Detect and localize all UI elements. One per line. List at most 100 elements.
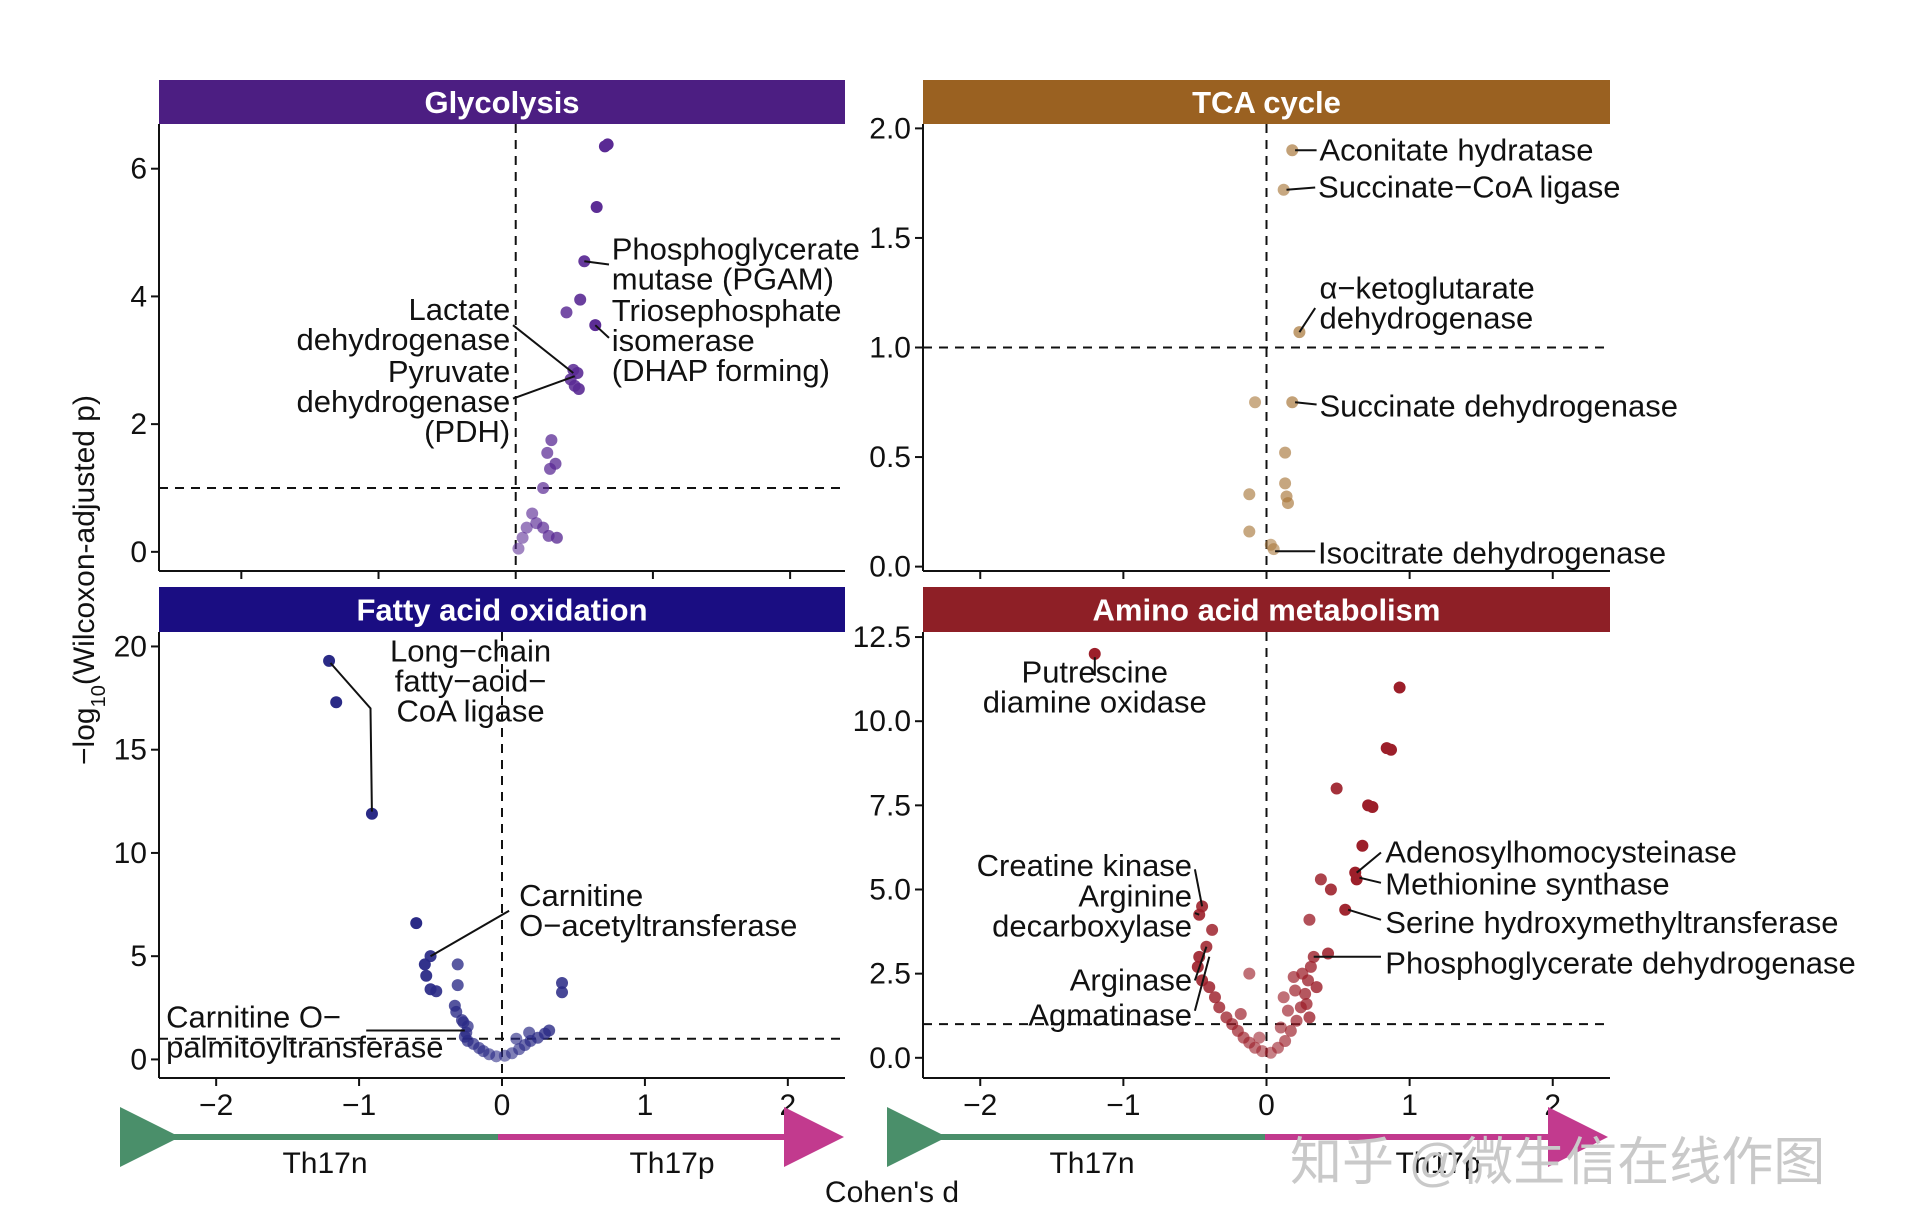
data-point bbox=[512, 542, 525, 555]
data-point bbox=[455, 1014, 468, 1027]
data-point bbox=[1253, 1031, 1266, 1044]
data-point bbox=[1267, 543, 1280, 556]
annotation-label: fatty−acid− bbox=[395, 664, 547, 699]
data-point bbox=[523, 1026, 536, 1039]
annotation-label: (DHAP forming) bbox=[612, 353, 830, 388]
data-point bbox=[510, 1032, 523, 1045]
data-point bbox=[1304, 960, 1317, 973]
dir-label-th17p-right: Th17p bbox=[1395, 1147, 1480, 1180]
x-tick-label: 2 bbox=[779, 1089, 796, 1122]
ylabel-prefix: −log bbox=[68, 707, 101, 765]
annotation-label: O−acetyltransferase bbox=[519, 908, 797, 943]
data-point bbox=[1324, 883, 1337, 896]
panel-3: Amino acid metabolism 0.0 2.5 5.0 7.5 10.0 12.… bbox=[853, 587, 1856, 1122]
y-tick-label: 2 bbox=[130, 408, 147, 441]
annotation-leader bbox=[1298, 307, 1317, 333]
y-tick-label: 1.0 bbox=[869, 332, 911, 365]
x-tick-label: 1 bbox=[1401, 1089, 1418, 1122]
data-point bbox=[1243, 488, 1256, 501]
data-point bbox=[451, 958, 464, 971]
annotation-label: dehydrogenase bbox=[1319, 301, 1533, 336]
annotation-label: Putrescine bbox=[1022, 655, 1168, 690]
x-tick-label: 2 bbox=[1544, 1089, 1561, 1122]
panel-2: Fatty acid oxidation 0 5 10 15 20 −2 −1 0 1 2 Long−… bbox=[114, 587, 845, 1122]
data-point bbox=[1243, 525, 1256, 538]
annotation-label: Lactate bbox=[409, 292, 511, 327]
data-point bbox=[1339, 903, 1352, 916]
y-tick-label: 2.5 bbox=[869, 958, 911, 991]
data-point bbox=[537, 481, 550, 494]
data-point bbox=[556, 986, 569, 999]
data-point bbox=[1277, 991, 1290, 1004]
data-point bbox=[1310, 981, 1323, 994]
annotation-label: Pyruvate bbox=[388, 354, 510, 389]
data-point bbox=[560, 306, 573, 319]
x-axis-title: Cohen's d bbox=[825, 1176, 959, 1209]
annotation-leader bbox=[584, 260, 610, 266]
data-point bbox=[1279, 477, 1292, 490]
data-point bbox=[550, 531, 563, 544]
annotation-label: Arginine bbox=[1078, 878, 1192, 913]
panel-title: TCA cycle bbox=[1192, 85, 1341, 120]
annotation-label: decarboxylase bbox=[992, 908, 1192, 943]
data-point bbox=[1281, 1004, 1294, 1017]
data-point bbox=[1284, 1024, 1297, 1037]
data-point bbox=[1393, 681, 1406, 694]
data-point bbox=[1088, 647, 1101, 660]
data-point bbox=[516, 531, 529, 544]
data-point bbox=[330, 696, 343, 709]
data-point bbox=[590, 201, 603, 214]
annotation-label: Aconitate hydratase bbox=[1319, 132, 1593, 167]
data-point bbox=[1330, 782, 1343, 795]
data-point bbox=[1289, 984, 1302, 997]
y-tick-label: 20 bbox=[114, 630, 147, 663]
data-point bbox=[410, 917, 423, 930]
annotation-label: Isocitrate dehydrogenase bbox=[1318, 535, 1666, 570]
panel-title: Fatty acid oxidation bbox=[356, 593, 647, 628]
data-point bbox=[1303, 1011, 1316, 1024]
annotation-leader bbox=[512, 324, 574, 374]
panel-strip bbox=[923, 80, 1610, 124]
y-axis-title-text: −log10(Wilcoxon-adjusted p) bbox=[68, 395, 110, 765]
annotation-label: Carnitine O− bbox=[166, 1000, 341, 1035]
y-tick-label: 15 bbox=[114, 734, 147, 767]
data-point bbox=[1203, 981, 1216, 994]
y-tick-label: 2.0 bbox=[869, 112, 911, 145]
data-point bbox=[556, 977, 569, 990]
dir-label-th17n-left: Th17n bbox=[282, 1147, 367, 1180]
panel-strip bbox=[159, 80, 845, 124]
data-point bbox=[1385, 743, 1398, 756]
x-tick-label: 0 bbox=[1258, 1089, 1275, 1122]
annotation-label: Creatine kinase bbox=[977, 848, 1192, 883]
x-tick-label: −2 bbox=[963, 1089, 997, 1122]
data-point bbox=[418, 958, 431, 971]
data-point bbox=[1243, 967, 1256, 980]
data-point bbox=[1249, 396, 1262, 409]
data-point bbox=[545, 434, 558, 447]
data-point bbox=[601, 138, 614, 151]
y-tick-label: 7.5 bbox=[869, 789, 911, 822]
annotation-label: Phosphoglycerate dehydrogenase bbox=[1385, 946, 1856, 981]
data-point bbox=[543, 1024, 556, 1037]
y-tick-label: 6 bbox=[130, 153, 147, 186]
data-point bbox=[574, 293, 587, 306]
y-tick-label: 0.0 bbox=[869, 1042, 911, 1075]
panel-1: TCA cycle 0.0 0.5 1.0 1.5 2.0 Aconitate hydrat… bbox=[869, 80, 1678, 584]
data-point bbox=[1300, 997, 1313, 1010]
y-tick-label: 5.0 bbox=[869, 874, 911, 907]
annotation-label: Triosephosphate bbox=[612, 293, 842, 328]
annotation-leader bbox=[1193, 956, 1211, 1011]
data-point bbox=[541, 446, 554, 459]
x-tick-label: −1 bbox=[1106, 1089, 1140, 1122]
data-point bbox=[1286, 144, 1299, 157]
y-tick-label: 0 bbox=[130, 536, 147, 569]
x-tick-label: −2 bbox=[199, 1089, 233, 1122]
x-tick-label: −1 bbox=[342, 1089, 376, 1122]
x-tick-label: 1 bbox=[637, 1089, 654, 1122]
annotation-leader bbox=[429, 909, 510, 958]
annotation-label: Agmatinase bbox=[1028, 998, 1192, 1033]
y-axis-title: −log10(Wilcoxon-adjusted p) bbox=[68, 395, 110, 765]
data-point bbox=[1356, 839, 1369, 852]
y-tick-label: 0.0 bbox=[869, 551, 911, 584]
